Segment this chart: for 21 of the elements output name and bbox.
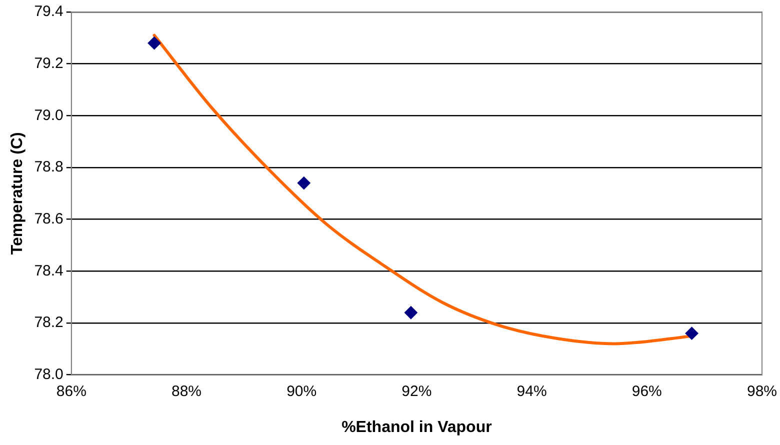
x-tick-label: 86% (56, 382, 86, 400)
y-tick-label: 79.0 (34, 106, 64, 124)
point (148, 36, 161, 50)
y-tick-label: 78.6 (34, 210, 64, 228)
x-tick-label: 98% (746, 382, 778, 400)
point (297, 176, 310, 190)
x-tick-label: 96% (632, 382, 662, 400)
y-tick-label: 78.4 (34, 262, 64, 280)
x-tick-label: 92% (402, 382, 432, 400)
x-axis-title: %Ethanol in Vapour (342, 418, 492, 436)
y-tick-label: 78.2 (34, 314, 64, 332)
y-tick-label: 79.2 (34, 54, 64, 72)
y-tick-label: 78.8 (34, 158, 64, 176)
x-tick-label: 94% (516, 382, 547, 400)
point (404, 306, 418, 320)
y-tick-label: 78.0 (34, 366, 64, 383)
y-tick-label: 79.4 (34, 3, 64, 20)
x-tick-label: 90% (286, 382, 317, 400)
y-axis-title: Temperature (C) (9, 132, 26, 255)
x-tick-label: 88% (171, 382, 202, 400)
point (685, 326, 698, 340)
